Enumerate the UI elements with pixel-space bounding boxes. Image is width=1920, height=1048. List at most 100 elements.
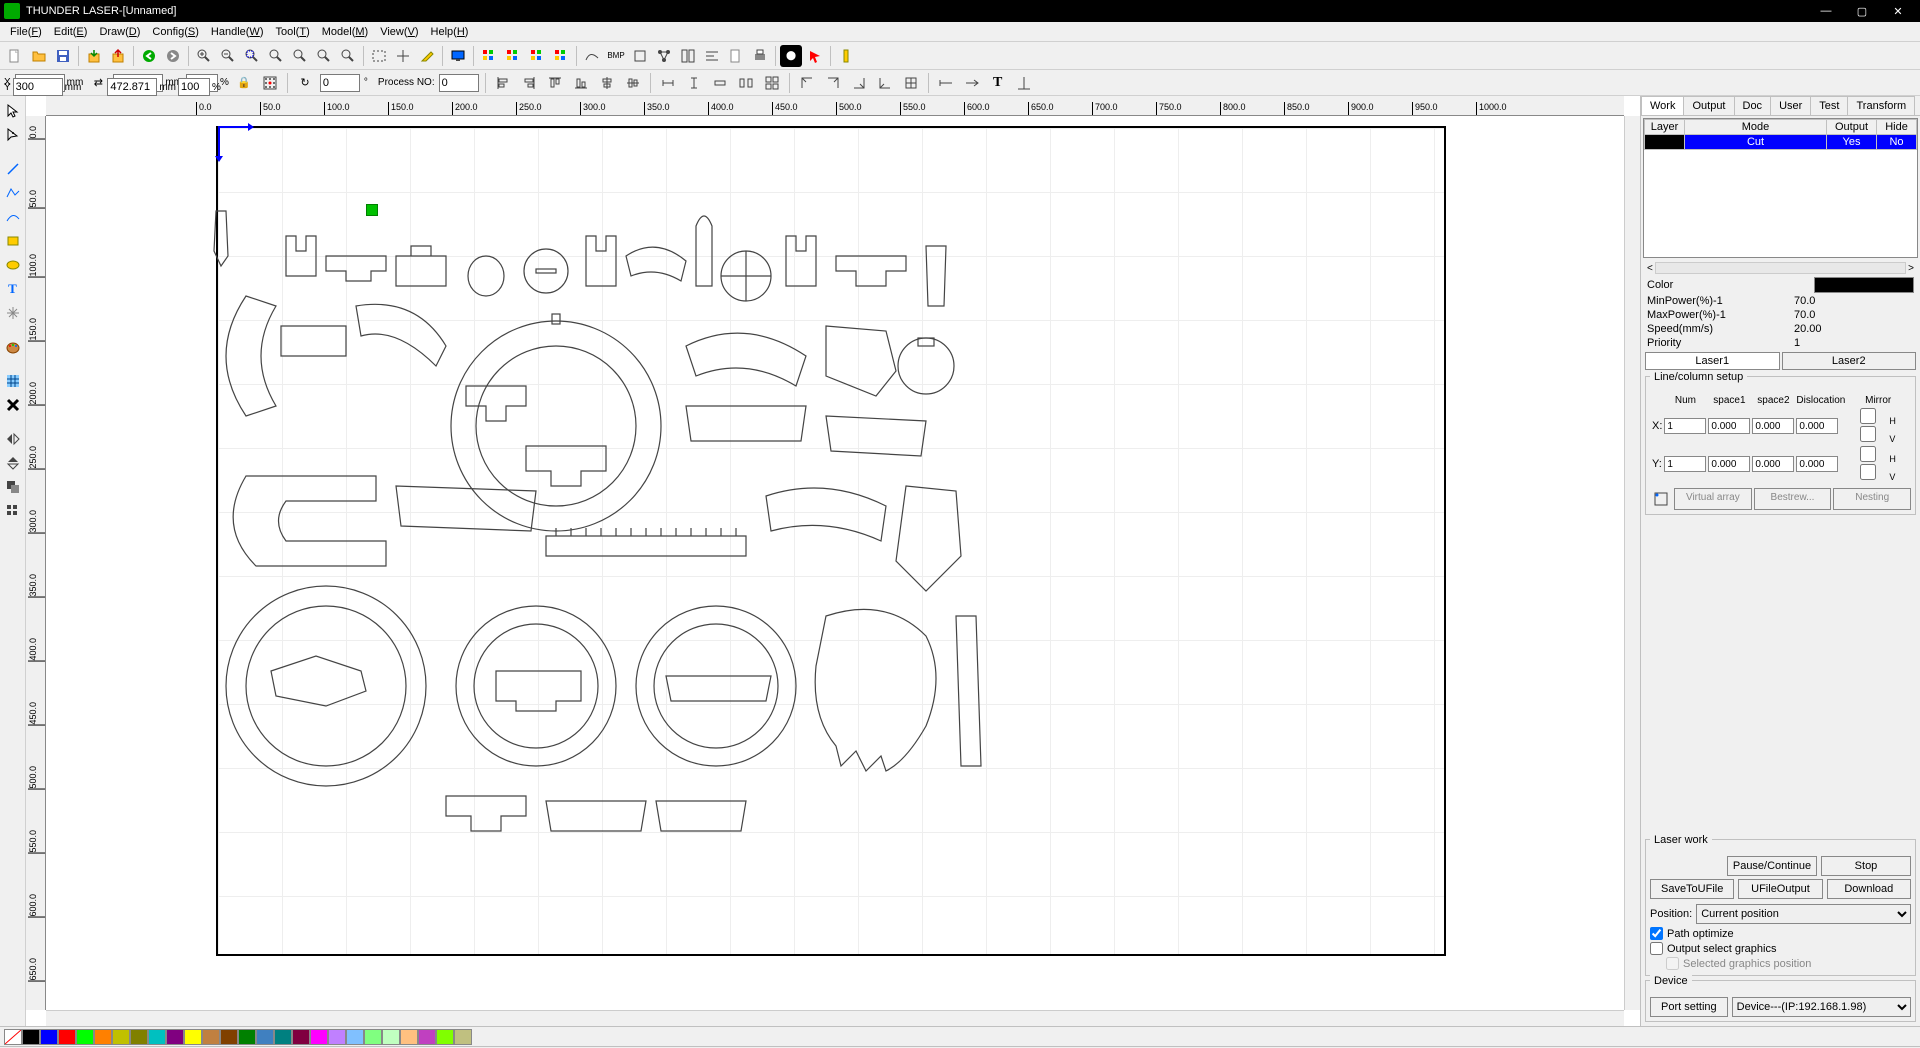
align5-icon[interactable] — [596, 72, 618, 94]
laserwork-button[interactable]: Stop — [1821, 856, 1911, 876]
menu-item[interactable]: Tool(T) — [269, 26, 315, 38]
nocolor-swatch[interactable] — [4, 1029, 22, 1045]
ellipse-tool-icon[interactable] — [2, 254, 24, 276]
tab-output[interactable]: Output — [1683, 96, 1734, 115]
grid-xd[interactable] — [1796, 418, 1838, 434]
color-swatch[interactable] — [292, 1029, 310, 1045]
group-icon[interactable] — [2, 476, 24, 498]
align-icon[interactable] — [701, 45, 723, 67]
close-tool-icon[interactable] — [2, 394, 24, 416]
align3-icon[interactable] — [544, 72, 566, 94]
corner3-icon[interactable] — [848, 72, 870, 94]
snap2-icon[interactable] — [961, 72, 983, 94]
h-input[interactable] — [107, 78, 157, 96]
center-icon[interactable] — [900, 72, 922, 94]
rect-tool-icon[interactable] — [2, 230, 24, 252]
menu-item[interactable]: Model(M) — [316, 26, 374, 38]
laser-icon[interactable]: ⬤ — [780, 45, 802, 67]
line-tool-icon[interactable] — [2, 158, 24, 180]
new-icon[interactable] — [4, 45, 26, 67]
align2-icon[interactable] — [518, 72, 540, 94]
array-tool-icon[interactable] — [2, 500, 24, 522]
menu-item[interactable]: Config(S) — [146, 26, 204, 38]
menu-item[interactable]: Edit(E) — [48, 26, 94, 38]
grid-xh[interactable] — [1847, 408, 1889, 424]
print-icon[interactable] — [749, 45, 771, 67]
grid-tool-icon[interactable] — [2, 370, 24, 392]
import-icon[interactable] — [83, 45, 105, 67]
dist3-icon[interactable] — [709, 72, 731, 94]
color-swatch[interactable] — [112, 1029, 130, 1045]
sy-input[interactable] — [178, 78, 210, 96]
array-anchor-icon[interactable] — [1650, 488, 1672, 510]
color-swatch[interactable] — [382, 1029, 400, 1045]
close-button[interactable]: ✕ — [1880, 5, 1916, 18]
color-swatch[interactable] — [418, 1029, 436, 1045]
pan-icon[interactable] — [337, 45, 359, 67]
color-swatch[interactable] — [58, 1029, 76, 1045]
curve-icon[interactable] — [581, 45, 603, 67]
lock-icon[interactable]: 🔒 — [233, 72, 255, 94]
grid-xs2[interactable] — [1752, 418, 1794, 434]
dots2-icon[interactable] — [502, 45, 524, 67]
ruler-icon[interactable] — [835, 45, 857, 67]
color-swatch[interactable] — [94, 1029, 112, 1045]
laser-tab[interactable]: Laser2 — [1782, 352, 1917, 370]
grid-xs1[interactable] — [1708, 418, 1750, 434]
snap1-icon[interactable] — [935, 72, 957, 94]
align6-icon[interactable] — [622, 72, 644, 94]
tab-user[interactable]: User — [1770, 96, 1811, 115]
device-select[interactable]: Device---(IP:192.168.1.98) — [1732, 997, 1911, 1017]
laserwork-button[interactable]: Download — [1827, 879, 1911, 899]
color-swatch[interactable] — [364, 1029, 382, 1045]
array-button[interactable]: Bestrew... — [1754, 488, 1832, 510]
corner4-icon[interactable] — [874, 72, 896, 94]
color-swatch[interactable] — [76, 1029, 94, 1045]
color-swatch[interactable] — [130, 1029, 148, 1045]
node-tool-icon[interactable] — [2, 124, 24, 146]
zoom-all-icon[interactable] — [289, 45, 311, 67]
port-setting-button[interactable]: Port setting — [1650, 997, 1728, 1017]
color-swatch[interactable] — [166, 1029, 184, 1045]
dots1-icon[interactable] — [478, 45, 500, 67]
color-swatch[interactable] — [328, 1029, 346, 1045]
corner2-icon[interactable] — [822, 72, 844, 94]
save-icon[interactable] — [52, 45, 74, 67]
grid-xn[interactable] — [1664, 418, 1706, 434]
y-input[interactable] — [13, 78, 63, 96]
menu-item[interactable]: Handle(W) — [205, 26, 270, 38]
array-button[interactable]: Nesting — [1833, 488, 1911, 510]
corner1-icon[interactable] — [796, 72, 818, 94]
text-t-icon[interactable]: T — [987, 72, 1009, 94]
tab-work[interactable]: Work — [1641, 96, 1684, 115]
monitor-icon[interactable] — [447, 45, 469, 67]
mirror-h-icon[interactable] — [2, 428, 24, 450]
laserwork-button[interactable]: UFileOutput — [1738, 879, 1822, 899]
color-swatch[interactable] — [148, 1029, 166, 1045]
position-select[interactable]: Current position — [1696, 904, 1911, 924]
grid-yh[interactable] — [1847, 446, 1889, 462]
color-swatch[interactable] — [184, 1029, 202, 1045]
redo-icon[interactable] — [162, 45, 184, 67]
box-icon[interactable] — [629, 45, 651, 67]
grid-xv[interactable] — [1847, 426, 1889, 442]
nodes-icon[interactable] — [653, 45, 675, 67]
polyline-tool-icon[interactable] — [2, 182, 24, 204]
menu-item[interactable]: Draw(D) — [93, 26, 146, 38]
align4-icon[interactable] — [570, 72, 592, 94]
zoom-out-icon[interactable] — [217, 45, 239, 67]
zoom-window-icon[interactable] — [241, 45, 263, 67]
grid-yn[interactable] — [1664, 456, 1706, 472]
menu-item[interactable]: View(V) — [374, 26, 424, 38]
color-swatch[interactable] — [22, 1029, 40, 1045]
menu-item[interactable]: File(F) — [4, 26, 48, 38]
output-select-check[interactable] — [1650, 942, 1663, 955]
rect-sel-icon[interactable] — [368, 45, 390, 67]
grid-yd[interactable] — [1796, 456, 1838, 472]
grid-ys1[interactable] — [1708, 456, 1750, 472]
procno-input[interactable] — [439, 74, 479, 92]
layer-table[interactable]: LayerModeOutputHide Cut Yes No — [1643, 118, 1918, 258]
pointer-icon[interactable] — [804, 45, 826, 67]
color-swatch[interactable] — [310, 1029, 328, 1045]
color-swatch[interactable] — [238, 1029, 256, 1045]
